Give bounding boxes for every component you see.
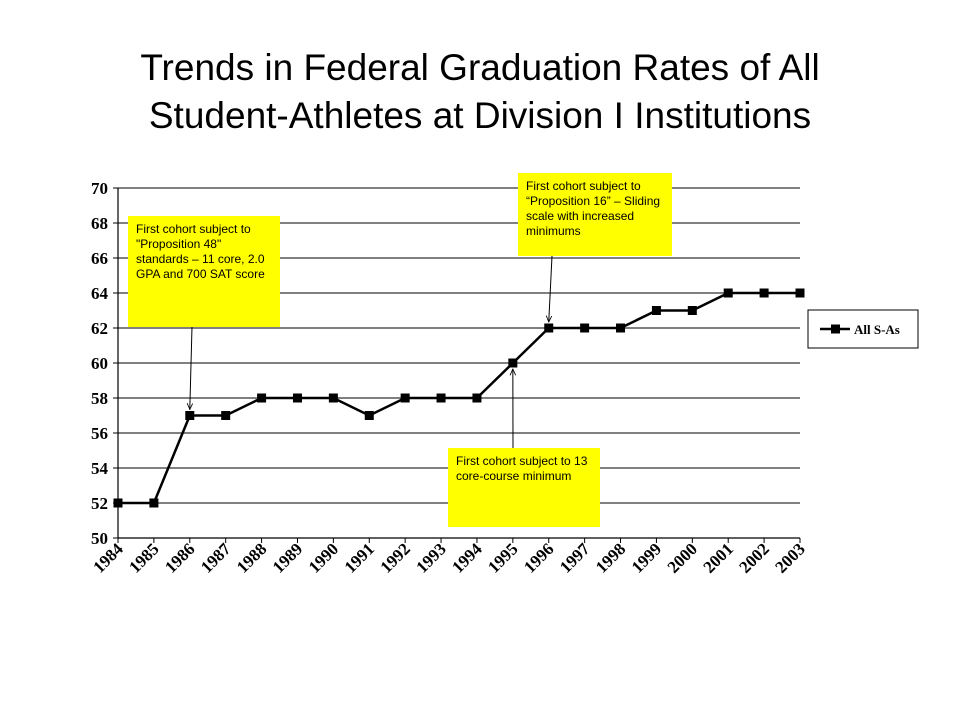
annotation-proposition-16: First cohort subject to “Proposition 16”… — [518, 173, 672, 256]
data-point — [580, 323, 590, 333]
y-tick-label: 68 — [91, 214, 108, 233]
y-tick-label: 66 — [91, 249, 108, 268]
data-point — [544, 323, 554, 333]
data-point — [616, 323, 626, 333]
y-tick-label: 70 — [91, 179, 108, 198]
x-tick-label: 1990 — [305, 539, 342, 576]
x-tick-label: 2001 — [700, 539, 737, 576]
x-tick-label: 1986 — [161, 539, 198, 576]
x-tick-label: 1988 — [233, 539, 270, 576]
data-point — [508, 358, 518, 368]
data-point — [759, 288, 769, 298]
x-tick-label: 1991 — [341, 539, 378, 576]
y-tick-label: 62 — [91, 319, 108, 338]
series-line — [118, 291, 800, 505]
data-point — [292, 393, 302, 403]
data-point — [795, 288, 805, 298]
y-tick-label: 54 — [91, 459, 109, 478]
axes — [113, 187, 801, 543]
x-tick-label: 1996 — [520, 539, 557, 576]
chart-title: Trends in Federal Graduation Rates of Al… — [0, 44, 960, 140]
series-all-s-as — [113, 288, 805, 508]
annotation-arrow-1996 — [549, 255, 553, 322]
data-point — [436, 393, 446, 403]
x-tick-label: 1995 — [484, 539, 521, 576]
y-tick-label: 64 — [91, 284, 109, 303]
title-line-2: Student-Athletes at Division I Instituti… — [148, 95, 812, 136]
legend: All S-As — [807, 309, 919, 349]
data-point — [149, 498, 159, 508]
y-tick-label: 52 — [91, 494, 108, 513]
annotation-proposition-48: First cohort subject to "Proposition 48"… — [128, 216, 280, 327]
annotation-arrow-1986 — [190, 326, 192, 410]
x-tick-label: 1994 — [448, 539, 486, 577]
data-point — [221, 411, 231, 420]
data-point — [328, 393, 338, 403]
x-tick-label: 1999 — [628, 539, 665, 576]
data-point — [687, 306, 697, 315]
x-tick-label: 1993 — [412, 539, 449, 576]
data-point — [364, 411, 374, 420]
y-tick-label: 56 — [91, 424, 108, 443]
title-line-1: Trends in Federal Graduation Rates of Al… — [140, 47, 820, 88]
data-point — [113, 498, 123, 508]
data-point — [257, 393, 267, 403]
x-tick-label: 1985 — [125, 539, 162, 576]
data-point — [185, 411, 195, 420]
x-tick-label: 1992 — [377, 539, 414, 576]
annotation-arrows — [190, 255, 553, 449]
y-tick-labels: 50 52 54 56 58 60 62 64 66 68 70 — [91, 179, 109, 548]
x-tick-label: 2002 — [735, 539, 772, 576]
legend-swatch-marker — [831, 324, 840, 334]
x-tick-label: 2003 — [771, 539, 808, 576]
annotation-13-core-course: First cohort subject to 13 core-course m… — [448, 448, 600, 527]
x-tick-labels: 1984198519861987198819891990199119921993… — [89, 539, 808, 577]
y-tick-label: 50 — [91, 529, 108, 548]
x-tick-label: 1989 — [269, 539, 306, 576]
x-tick-label: 2000 — [664, 539, 701, 576]
data-point — [400, 393, 410, 403]
x-tick-label: 1987 — [197, 539, 235, 577]
data-point — [723, 288, 733, 298]
data-point — [651, 306, 661, 315]
x-tick-label: 1998 — [592, 539, 629, 576]
y-tick-label: 58 — [91, 389, 108, 408]
y-tick-label: 60 — [91, 354, 108, 373]
data-point — [472, 393, 482, 403]
x-tick-label: 1997 — [556, 539, 594, 577]
legend-label: All S-As — [854, 322, 900, 337]
